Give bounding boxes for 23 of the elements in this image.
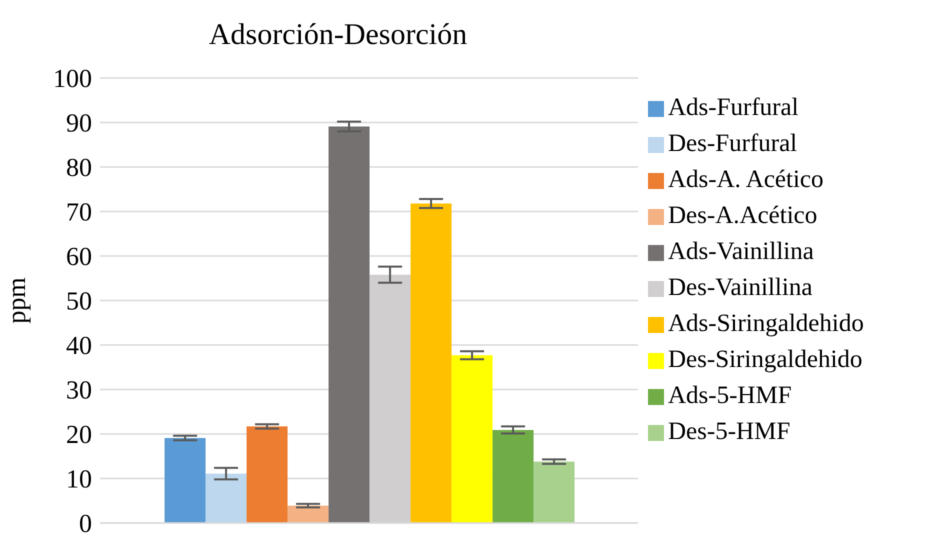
y-tick-label: 40 — [66, 331, 92, 360]
legend-label: Des-Furfural — [668, 130, 798, 157]
y-tick-label: 20 — [66, 420, 92, 450]
legend-label: Ads-5-HMF — [668, 382, 792, 409]
y-tick-label: 80 — [66, 153, 92, 182]
legend-label: Ads-A. Acético — [668, 166, 824, 193]
chart-title: Adsorción-Desorción — [208, 18, 468, 52]
y-tick-label: 60 — [66, 242, 92, 272]
legend-label: Des-5-HMF — [668, 418, 790, 445]
legend-label: Ads-Vainillina — [668, 238, 814, 265]
y-tick-label: 70 — [66, 198, 92, 227]
y-tick-label: 10 — [66, 464, 92, 494]
y-tick-label: 100 — [53, 64, 92, 94]
y-axis-title: ppm — [2, 277, 32, 324]
legend-label: Des-Siringaldehido — [668, 346, 862, 373]
y-tick-label: 50 — [66, 286, 92, 316]
legend-label: Des-Vainillina — [668, 274, 812, 301]
y-tick-label: 30 — [66, 376, 92, 405]
legend-label: Des-A.Acético — [668, 202, 818, 229]
legend-label: Ads-Furfural — [668, 94, 799, 121]
y-tick-label: 0 — [79, 509, 92, 538]
legend-label: Ads-Siringaldehido — [668, 310, 864, 337]
y-tick-label: 90 — [66, 108, 92, 138]
